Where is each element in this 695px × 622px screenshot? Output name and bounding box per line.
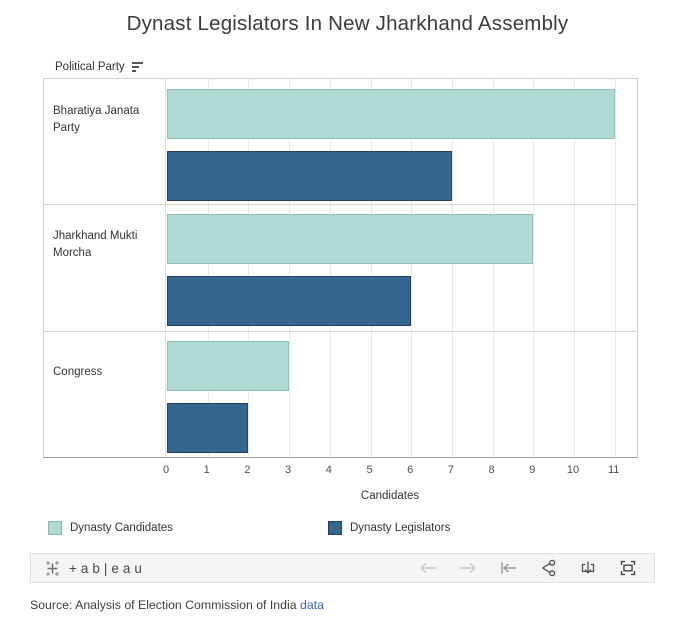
- gridline: [329, 79, 331, 457]
- download-icon: [581, 561, 595, 574]
- x-tick-label: 3: [285, 464, 292, 476]
- row-label-congress[interactable]: Congress: [53, 365, 103, 378]
- gridline: [370, 79, 372, 457]
- gridline: [533, 79, 535, 457]
- dynasty-candidates-bar[interactable]: [167, 341, 289, 391]
- gridline: [248, 79, 250, 457]
- revert-button[interactable]: [488, 553, 528, 583]
- x-tick-label: 0: [162, 464, 170, 476]
- row-label-jharkhand-mukti-morcha[interactable]: Jharkhand Mukti Morcha: [53, 230, 138, 259]
- x-tick-label: 7: [447, 464, 454, 476]
- share-icon: [542, 559, 556, 577]
- legend-label: Dynasty Candidates: [70, 522, 173, 534]
- row-separator: [44, 331, 637, 332]
- share-button[interactable]: [528, 553, 568, 583]
- gridline: [289, 79, 291, 457]
- x-tick-label: 2: [244, 464, 251, 476]
- x-tick-label: 9: [529, 464, 536, 476]
- source-line: Source: Analysis of Election Commission …: [30, 598, 324, 612]
- fullscreen-icon: [620, 560, 636, 576]
- x-tick-label: 6: [407, 464, 414, 476]
- gridline: [451, 79, 453, 457]
- row-separator: [44, 204, 637, 205]
- gridline: [411, 79, 413, 457]
- legend-label: Dynasty Legislators: [350, 522, 451, 534]
- tableau-logo-link[interactable]: +ab|eau: [31, 560, 146, 577]
- fullscreen-button[interactable]: [608, 553, 648, 583]
- tableau-toolbar: +ab|eau: [30, 553, 655, 583]
- row-header-label: Political Party: [55, 61, 125, 73]
- tableau-logo-icon: [46, 560, 59, 576]
- gridline: [574, 79, 575, 457]
- gridline: [492, 79, 494, 457]
- revert-icon: [501, 562, 516, 574]
- axis-zero-line: [165, 79, 166, 457]
- chart-title: Dynast Legislators In New Jharkhand Asse…: [126, 12, 569, 35]
- gridline: [207, 79, 209, 457]
- sort-descending-icon[interactable]: [131, 61, 144, 73]
- plot-area: Bharatiya Janata Party Jharkhand Mukti Mo…: [43, 78, 638, 458]
- download-button[interactable]: [568, 553, 608, 583]
- tableau-wordmark: +ab|eau: [69, 560, 146, 576]
- dynasty-candidates-bar[interactable]: [167, 214, 533, 264]
- dynasty-legislators-bar[interactable]: [167, 403, 248, 453]
- x-tick-label: 11: [607, 464, 620, 476]
- row-header: Political Party: [55, 61, 144, 73]
- x-tick-label: 5: [366, 464, 373, 476]
- x-tick-label: 1: [203, 464, 210, 476]
- x-tick-label: 10: [566, 464, 580, 476]
- legend-item-dynasty-candidates[interactable]: Dynasty Candidates: [48, 521, 173, 535]
- x-axis-title: Candidates: [360, 490, 420, 502]
- legend-swatch: [48, 521, 62, 535]
- undo-button[interactable]: [408, 553, 448, 583]
- row-label-bharatiya-janata-party[interactable]: Bharatiya Janata Party: [53, 105, 140, 134]
- dynasty-legislators-bar[interactable]: [167, 151, 452, 201]
- dynasty-legislators-bar[interactable]: [167, 276, 411, 326]
- legend-swatch: [328, 521, 342, 535]
- source-text: Source: Analysis of Election Commission …: [30, 598, 300, 612]
- redo-icon: [460, 562, 477, 574]
- source-data-link[interactable]: data: [299, 598, 324, 612]
- redo-button[interactable]: [448, 553, 488, 583]
- gridline: [614, 79, 616, 457]
- x-tick-label: 8: [488, 464, 495, 476]
- undo-icon: [419, 562, 436, 574]
- dynasty-candidates-bar[interactable]: [167, 89, 615, 139]
- x-tick-label: 4: [325, 464, 332, 476]
- legend-item-dynasty-legislators[interactable]: Dynasty Legislators: [328, 521, 450, 535]
